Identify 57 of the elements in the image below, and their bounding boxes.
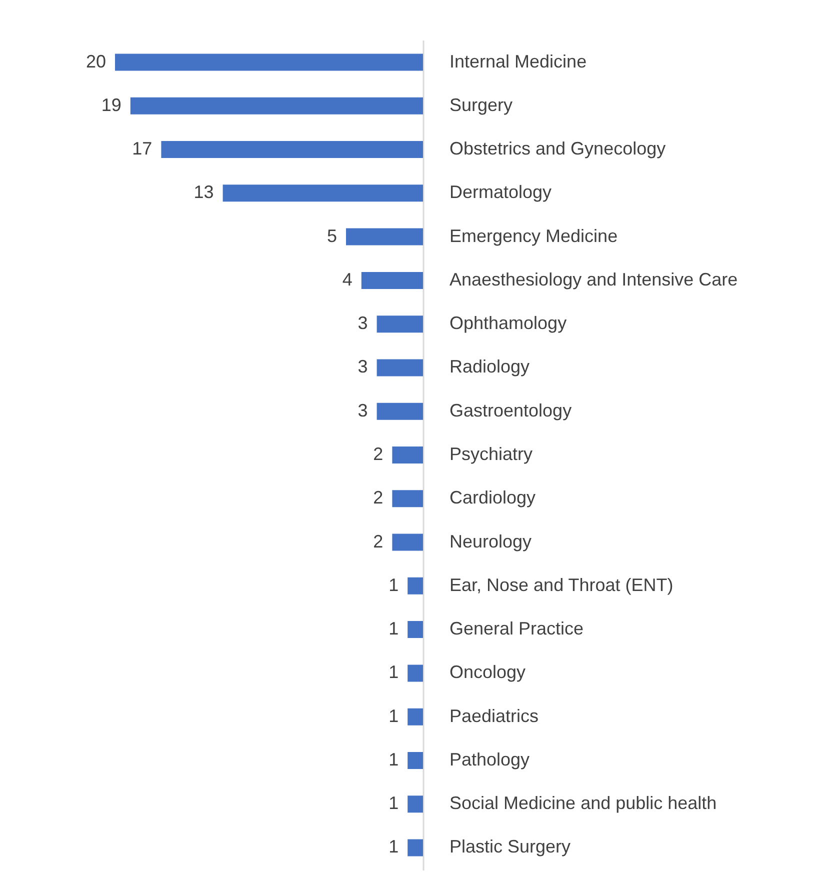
y-tick-label: Obstetrics and Gynecology: [450, 138, 666, 159]
data-label: 13: [194, 182, 214, 202]
data-label: 3: [358, 356, 368, 377]
y-tick-label: Oncology: [450, 662, 526, 682]
data-label: 20: [86, 51, 106, 72]
data-label: 4: [342, 269, 352, 290]
bar: [408, 752, 423, 769]
y-tick-label: Gastroentology: [450, 400, 572, 420]
y-tick-label: Surgery: [450, 94, 513, 115]
y-tick-label: Ophthamology: [450, 313, 567, 334]
y-tick-label: Radiology: [450, 356, 530, 377]
bar: [392, 534, 423, 551]
data-label: 5: [326, 226, 337, 246]
y-tick-label: Internal Medicine: [450, 51, 587, 72]
data-label: 1: [388, 618, 399, 639]
bar: [161, 141, 423, 158]
bar: [130, 97, 423, 114]
y-tick-label: Psychiatry: [450, 444, 533, 464]
bar: [392, 490, 423, 508]
data-label: 3: [358, 313, 368, 334]
bar: [408, 664, 423, 682]
data-label: 1: [388, 706, 399, 726]
y-tick-label: Emergency Medicine: [450, 226, 618, 246]
bar: [376, 316, 423, 333]
data-label: 2: [373, 531, 384, 552]
bar: [346, 228, 423, 246]
data-label: 2: [373, 488, 384, 508]
bar: [376, 359, 423, 376]
data-label: 1: [388, 662, 399, 682]
data-label: 2: [373, 444, 384, 464]
data-label: 17: [132, 138, 152, 159]
data-label: 19: [101, 94, 122, 115]
y-tick-label: Plastic Surgery: [450, 836, 571, 857]
y-tick-label: Dermatology: [450, 182, 552, 202]
bar: [408, 621, 423, 638]
data-label: 1: [388, 574, 399, 595]
bar: [408, 839, 423, 856]
data-label: 1: [388, 749, 399, 770]
bar: [222, 184, 423, 202]
bar: [408, 796, 423, 813]
y-tick-label: Pathology: [450, 749, 530, 770]
y-tick-label: Ear, Nose and Throat (ENT): [450, 574, 674, 595]
bar: [392, 446, 423, 464]
data-label: 3: [358, 400, 368, 420]
y-tick-label: Paediatrics: [450, 706, 539, 726]
y-tick-label: Anaesthesiology and Intensive Care: [450, 269, 738, 290]
y-tick-label: Social Medicine and public health: [450, 793, 717, 814]
bar: [115, 54, 423, 71]
data-label: 1: [388, 836, 399, 857]
bar: [408, 577, 423, 594]
bar: [408, 708, 423, 726]
bar: [361, 272, 423, 289]
y-tick-label: General Practice: [450, 618, 584, 639]
y-tick-label: Cardiology: [450, 488, 536, 508]
data-label: 1: [388, 793, 399, 814]
bar: [376, 402, 423, 420]
y-tick-label: Neurology: [450, 531, 532, 552]
